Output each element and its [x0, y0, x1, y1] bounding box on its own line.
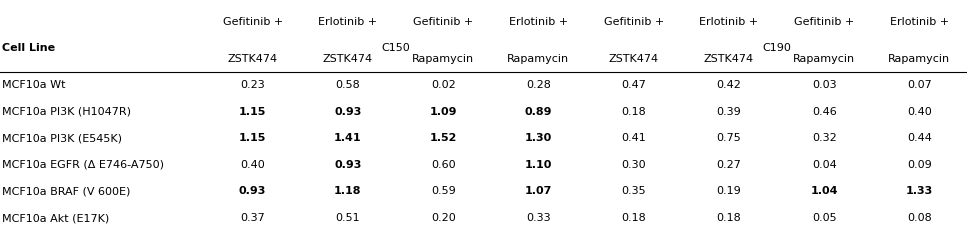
Text: Rapamycin: Rapamycin	[508, 54, 570, 64]
Text: 0.18: 0.18	[717, 213, 742, 223]
Text: 0.40: 0.40	[907, 107, 932, 117]
Text: 0.04: 0.04	[811, 160, 836, 170]
Text: MCF10a Wt: MCF10a Wt	[2, 80, 66, 90]
Text: Erlotinib +: Erlotinib +	[318, 17, 377, 26]
Text: MCF10a PI3K (E545K): MCF10a PI3K (E545K)	[2, 133, 122, 143]
Text: 0.03: 0.03	[812, 80, 836, 90]
Text: 0.60: 0.60	[431, 160, 455, 170]
Text: 0.19: 0.19	[717, 186, 742, 196]
Text: MCF10a BRAF (V 600E): MCF10a BRAF (V 600E)	[2, 186, 131, 196]
Text: 0.93: 0.93	[335, 107, 362, 117]
Text: 0.93: 0.93	[335, 160, 362, 170]
Text: 0.89: 0.89	[525, 107, 552, 117]
Text: 0.08: 0.08	[907, 213, 932, 223]
Text: Gefitinib +: Gefitinib +	[603, 17, 663, 26]
Text: Gefitinib +: Gefitinib +	[222, 17, 282, 26]
Text: Erlotinib +: Erlotinib +	[699, 17, 758, 26]
Text: MCF10a PI3K (H1047R): MCF10a PI3K (H1047R)	[2, 107, 131, 117]
Text: 0.37: 0.37	[240, 213, 265, 223]
Text: 1.52: 1.52	[429, 133, 456, 143]
Text: 1.33: 1.33	[906, 186, 933, 196]
Text: 0.33: 0.33	[526, 213, 550, 223]
Text: ZSTK474: ZSTK474	[704, 54, 754, 64]
Text: ZSTK474: ZSTK474	[323, 54, 373, 64]
Text: C150: C150	[381, 43, 410, 53]
Text: 0.47: 0.47	[621, 80, 646, 90]
Text: ZSTK474: ZSTK474	[227, 54, 278, 64]
Text: Gefitinib +: Gefitinib +	[794, 17, 854, 26]
Text: 0.07: 0.07	[907, 80, 932, 90]
Text: 0.18: 0.18	[621, 107, 646, 117]
Text: 0.39: 0.39	[717, 107, 742, 117]
Text: 1.41: 1.41	[334, 133, 362, 143]
Text: 0.93: 0.93	[239, 186, 266, 196]
Text: 0.42: 0.42	[717, 80, 742, 90]
Text: Erlotinib +: Erlotinib +	[890, 17, 949, 26]
Text: 0.41: 0.41	[621, 133, 646, 143]
Text: C190: C190	[762, 43, 791, 53]
Text: 0.28: 0.28	[526, 80, 551, 90]
Text: 0.09: 0.09	[907, 160, 932, 170]
Text: Rapamycin: Rapamycin	[412, 54, 474, 64]
Text: 0.44: 0.44	[907, 133, 932, 143]
Text: ZSTK474: ZSTK474	[608, 54, 659, 64]
Text: 0.32: 0.32	[811, 133, 836, 143]
Text: Rapamycin: Rapamycin	[793, 54, 855, 64]
Text: 1.10: 1.10	[525, 160, 552, 170]
Text: 0.46: 0.46	[811, 107, 836, 117]
Text: 0.20: 0.20	[430, 213, 455, 223]
Text: 0.75: 0.75	[717, 133, 742, 143]
Text: 1.18: 1.18	[335, 186, 362, 196]
Text: Gefitinib +: Gefitinib +	[413, 17, 473, 26]
Text: 0.23: 0.23	[240, 80, 265, 90]
Text: 1.15: 1.15	[239, 107, 266, 117]
Text: 0.58: 0.58	[336, 80, 361, 90]
Text: 0.27: 0.27	[717, 160, 742, 170]
Text: Erlotinib +: Erlotinib +	[509, 17, 568, 26]
Text: 1.30: 1.30	[525, 133, 552, 143]
Text: 0.05: 0.05	[812, 213, 836, 223]
Text: MCF10a EGFR (Δ E746-A750): MCF10a EGFR (Δ E746-A750)	[2, 160, 164, 170]
Text: 1.07: 1.07	[525, 186, 552, 196]
Text: 1.09: 1.09	[429, 107, 456, 117]
Text: Cell Line: Cell Line	[2, 43, 55, 53]
Text: 0.18: 0.18	[621, 213, 646, 223]
Text: 1.04: 1.04	[810, 186, 837, 196]
Text: MCF10a Akt (E17K): MCF10a Akt (E17K)	[2, 213, 109, 223]
Text: Rapamycin: Rapamycin	[889, 54, 951, 64]
Text: 0.02: 0.02	[430, 80, 455, 90]
Text: 0.30: 0.30	[622, 160, 646, 170]
Text: 1.15: 1.15	[239, 133, 266, 143]
Text: 0.40: 0.40	[240, 160, 265, 170]
Text: 0.59: 0.59	[430, 186, 455, 196]
Text: 0.51: 0.51	[336, 213, 360, 223]
Text: 0.35: 0.35	[622, 186, 646, 196]
